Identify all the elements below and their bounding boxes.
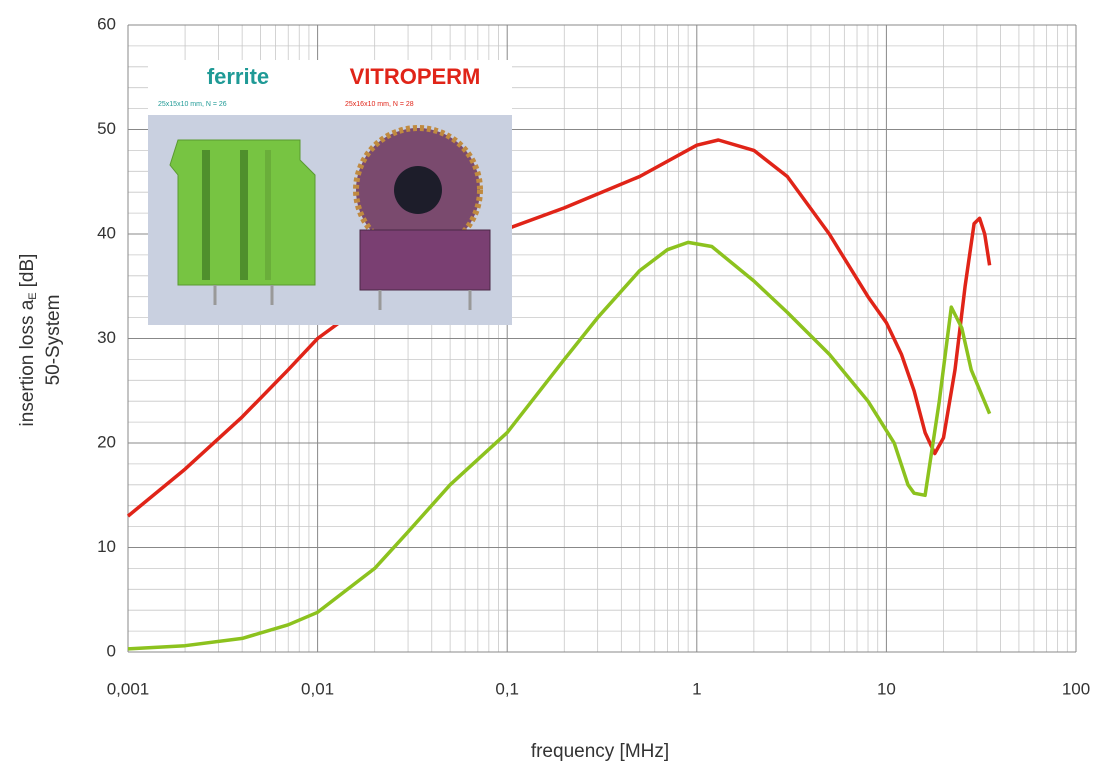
- x-tick-label: 100: [1062, 679, 1090, 698]
- y-tick-label: 0: [107, 641, 116, 660]
- y-tick-label: 60: [97, 14, 116, 33]
- x-tick-label: 10: [877, 679, 896, 698]
- annotation: 25x16x10 mm, N = 28: [345, 101, 414, 108]
- x-tick-label: 1: [692, 679, 701, 698]
- ferrite-slot: [240, 150, 248, 280]
- y-tick-label: 20: [97, 432, 116, 451]
- x-tick-label: 0,1: [495, 679, 519, 698]
- toroid-hole: [394, 166, 442, 214]
- y-label-suffix: [dB]: [17, 254, 38, 288]
- series-label: ferrite: [207, 64, 269, 89]
- y-axis-label-2: 50-System: [43, 295, 64, 386]
- y-label-subscript: E: [27, 292, 39, 299]
- y-label-main: insertion loss a: [17, 299, 38, 426]
- inset-photo: ferrite VITROPERM 25x15x10 mm, N = 26 25…: [148, 60, 512, 325]
- y-axis-label: insertion loss aE [dB]: [17, 254, 39, 427]
- ferrite-slot: [265, 150, 271, 280]
- x-tick-label: 0,001: [107, 679, 150, 698]
- y-tick-label: 40: [97, 223, 116, 242]
- ferrite-slot: [202, 150, 210, 280]
- y-tick-label: 50: [97, 119, 116, 138]
- series-label: VITROPERM: [350, 64, 481, 89]
- y-tick-label: 10: [97, 537, 116, 556]
- x-tick-label: 0,01: [301, 679, 334, 698]
- annotation: 25x15x10 mm, N = 26: [158, 101, 227, 108]
- chart: 0,001 0,01 0,1 1 10 100 0 10 20 30 40 50 60 ferrite …: [0, 0, 1093, 770]
- y-tick-label: 30: [97, 328, 116, 347]
- toroid-base: [360, 230, 490, 290]
- x-axis-label: frequency [MHz]: [531, 741, 669, 762]
